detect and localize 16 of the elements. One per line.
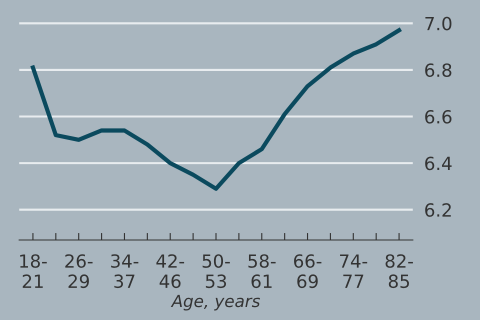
y-tick-label: 6.2 — [425, 203, 451, 217]
x-tick-label: 82- 85 — [386, 254, 413, 288]
x-tick-label: 42- 46 — [156, 254, 184, 288]
x-tick-label: 50- 53 — [202, 254, 230, 288]
x-tick-label: 18- 21 — [20, 254, 47, 288]
line-series — [30, 28, 402, 191]
x-tick-label: 58- 61 — [248, 254, 276, 288]
x-tick-label: 26- 29 — [65, 254, 93, 288]
x-axis-title: Age, years — [170, 294, 260, 310]
y-tick-label: 6.8 — [425, 63, 452, 78]
x-tick-label: 74- 77 — [340, 254, 368, 288]
x-tick-label: 66- 69 — [294, 254, 322, 288]
y-tick-label: 6.6 — [425, 110, 452, 124]
y-tick-label: 6.4 — [425, 156, 452, 170]
y-tick-label: 7.0 — [425, 16, 452, 30]
x-tick-label: 34- 37 — [111, 254, 138, 288]
